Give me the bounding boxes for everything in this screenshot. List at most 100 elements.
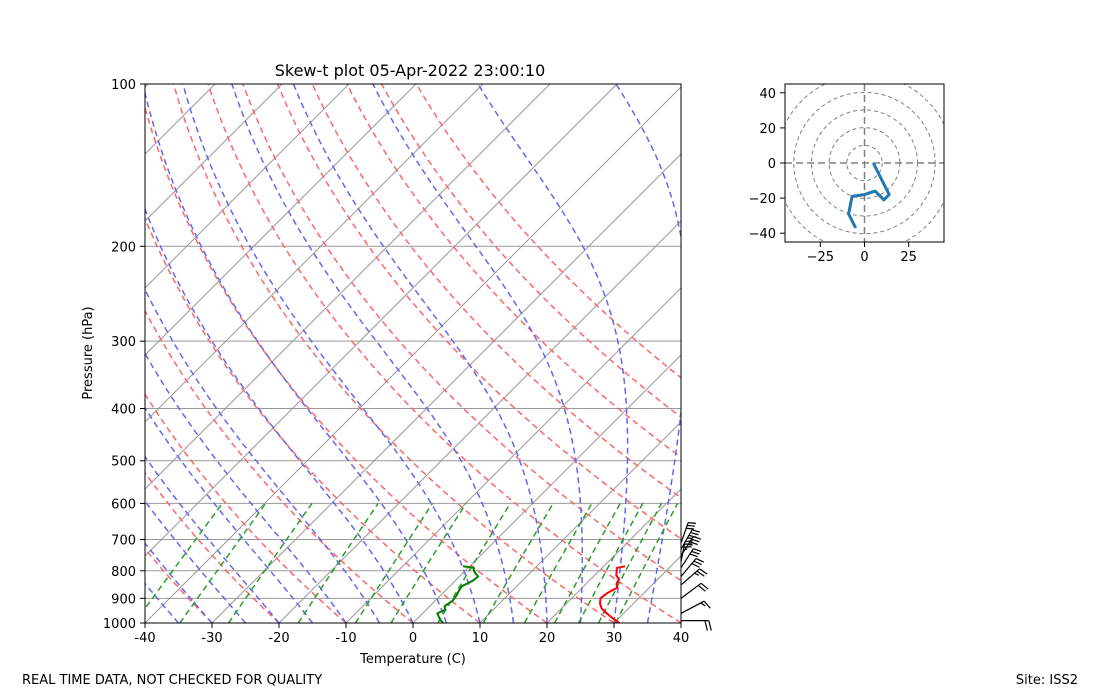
mixing-ratio-line [227,502,313,623]
hodograph-ring [846,144,883,182]
hodo-x-tick-label: 0 [860,250,868,265]
wind-barb [681,620,712,631]
hodo-x-tick-label: 25 [900,250,917,265]
isotherm-line [145,86,681,623]
dry-adiabat [311,84,681,499]
isotherm-line [145,84,551,490]
wind-barb [680,557,705,577]
mixing-ratio-line [437,503,511,623]
isotherm-line [546,488,681,623]
footer-site: Site: ISS2 [1015,673,1078,688]
moist-adiabat [145,541,213,623]
moist-adiabat [292,84,548,623]
x-tick-label: 20 [539,631,556,646]
hodograph-line [847,162,891,229]
moist-adiabat [477,84,629,623]
moist-adiabat [145,287,381,623]
dry-adiabat [276,84,681,540]
mixing-ratio-lines [145,502,679,623]
moist-adiabat [680,619,681,623]
y-tick-label: 100 [111,78,136,93]
hodograph-trace [847,162,891,229]
dry-adiabat [242,84,681,582]
dry-adiabat [145,216,481,623]
moist-adiabat [615,84,681,623]
sounding-series [436,565,626,623]
mixing-ratio-line [179,502,267,623]
hodograph-center-lines [785,84,944,242]
hodo-y-tick-label: 0 [768,157,776,172]
dry-adiabat [380,84,681,419]
mixing-ratio-line [390,503,467,623]
x-tick-label: -20 [268,631,289,646]
dry-adiabat [145,547,213,623]
isotherm-line [412,354,681,623]
moist-adiabat-lines [145,84,681,623]
hodo-y-tick-label: −20 [749,192,776,207]
y-axis-label: Pressure (hPa) [81,306,96,399]
y-tick-label: 900 [111,592,136,607]
mixing-ratio-line [482,503,554,623]
y-tick-label: 400 [111,403,136,418]
x-tick-label: -40 [134,631,155,646]
x-axis-ticks: -40 -30 -20 -10 0 10 20 30 40 [134,623,689,646]
hodo-y-tick-label: 20 [759,122,776,137]
wind-barbs [680,522,712,631]
hodo-y-tick-label: −40 [749,227,776,242]
isotherm-line [145,84,417,356]
x-tick-label: 0 [409,631,417,646]
moist-adiabat [145,406,314,623]
y-tick-label: 200 [111,240,136,255]
isotherm-line [0,84,81,623]
hodograph-plot: −25 0 25 −40 −20 0 20 40 [749,83,945,265]
hodograph-ring [793,91,936,235]
moist-adiabat [231,84,515,623]
isotherm-line [479,421,681,623]
temperature-trace [599,565,626,623]
isotherm-line [211,153,681,623]
hodograph-x-ticks: −25 0 25 [807,242,917,265]
dry-adiabat [207,84,681,623]
mixing-ratio-line [297,502,379,623]
x-tick-label: 10 [472,631,489,646]
dry-adiabat [145,104,548,623]
chart-title: Skew-t plot 05-Apr-2022 23:00:10 [275,61,546,80]
mixing-ratio-line [145,502,223,610]
moist-adiabat [372,84,584,623]
x-tick-label: 30 [606,631,623,646]
x-axis-label: Temperature (C) [359,652,466,667]
moist-adiabat [182,84,481,623]
wind-barb [680,548,702,569]
hodo-x-tick-label: −25 [807,250,834,265]
x-tick-label: -10 [335,631,356,646]
wind-barb [680,529,701,550]
isotherm-line [145,84,350,289]
mixing-ratio-line [354,502,434,623]
isotherm-line [145,84,484,423]
moist-adiabat [145,207,414,623]
y-tick-label: 500 [111,455,136,470]
wind-barb [680,535,702,556]
isotherm-line [145,84,283,222]
dry-adiabat [145,309,414,623]
isotherm-lines [0,84,681,623]
y-tick-label: 1000 [103,617,136,632]
y-tick-label: 800 [111,565,136,580]
moist-adiabat [145,499,247,623]
moist-adiabat [145,89,448,623]
dry-adiabat [145,471,280,623]
y-tick-label: 300 [111,335,136,350]
wind-barb [680,522,697,544]
dry-adiabat [415,84,681,379]
isotherm-line [145,84,618,557]
wind-barb [680,600,711,614]
y-tick-label: 600 [111,497,136,512]
skewt-plot-area [0,84,681,623]
x-tick-label: -30 [201,631,222,646]
footer-quality-note: REAL TIME DATA, NOT CHECKED FOR QUALITY [22,673,323,688]
dewpoint-trace [436,565,480,623]
hodo-y-tick-label: 40 [759,87,776,102]
skewt-plot: -40 -30 -20 -10 0 10 20 30 40 100 200 300 400 500 600… [0,61,712,667]
isotherm-line [345,287,681,623]
